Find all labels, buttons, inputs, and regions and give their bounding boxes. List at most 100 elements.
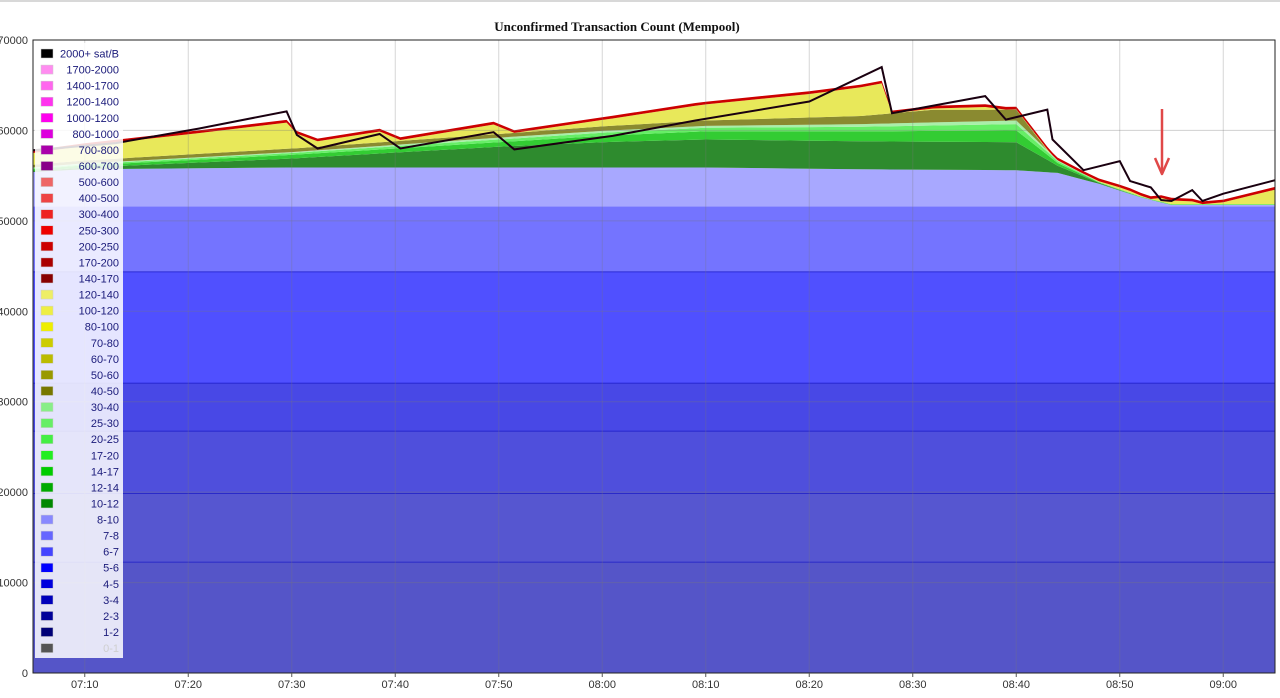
legend-swatch [40,129,54,139]
legend-label: 17-20 [91,450,119,462]
y-tick-label: 60000 [0,125,28,137]
area-series-4-5 [33,271,1275,383]
legend-label: 1-2 [103,627,119,639]
x-tick-label: 07:20 [174,679,202,691]
legend-label: 1200-1400 [66,97,119,109]
legend-swatch [40,64,54,75]
legend-label: 6-7 [103,547,119,559]
legend-label: 1400-1700 [66,81,119,93]
legend-swatch [40,450,54,460]
area-series-80-100 [33,83,1275,205]
legend-swatch [40,643,54,653]
legend-swatch [40,434,54,444]
legend-swatch [40,113,54,123]
legend-label: 2000+ sat/B [60,49,119,61]
x-tick-label: 08:50 [1106,679,1134,691]
legend-label: 0-1 [103,643,119,655]
area-series-3-4 [33,382,1275,431]
legend-swatch [40,579,54,589]
legend-label: 3-4 [103,595,119,607]
area-series-5-6 [33,206,1275,272]
legend-swatch [40,177,54,187]
legend-swatch [40,193,54,203]
legend-label: 80-100 [85,322,119,334]
x-tick-label: 08:40 [1002,679,1030,691]
legend-label: 250-300 [79,225,119,237]
y-tick-label: 40000 [0,306,28,318]
area-series-6-7 [33,167,1275,207]
legend-label: 20-25 [91,434,119,446]
legend-label: 300-400 [79,209,119,221]
legend-label: 600-700 [79,161,119,173]
legend-label: 4-5 [103,579,119,591]
legend-swatch [40,370,54,380]
legend-swatch [40,145,54,155]
legend-swatch [40,530,54,541]
legend-swatch [40,386,54,396]
legend-swatch [40,96,54,107]
legend-label: 500-600 [79,177,119,189]
y-tick-label: 0 [22,668,28,680]
legend-label: 10-12 [91,498,119,510]
legend-swatch [40,402,54,412]
legend-label: 12-14 [91,482,119,494]
legend-label: 700-800 [79,145,119,157]
legend-label: 1000-1200 [66,113,119,125]
legend-swatch [40,514,54,525]
legend-label: 30-40 [91,402,119,414]
legend-label: 1700-2000 [66,65,119,77]
legend-label: 400-500 [79,193,119,205]
legend-swatch [40,611,54,621]
legend-label: 2-3 [103,611,119,623]
legend-label: 8-10 [97,515,119,527]
legend-swatch [40,257,54,268]
legend-swatch [40,418,54,428]
x-tick-label: 08:20 [795,679,823,691]
x-tick-label: 08:30 [899,679,927,691]
y-tick-label: 30000 [0,397,28,409]
area-series-1-2 [33,493,1275,562]
legend-label: 40-50 [91,386,119,398]
legend-label: 120-140 [79,290,119,302]
legend-label: 25-30 [91,418,119,430]
legend-swatch [40,498,54,509]
legend-label: 200-250 [79,241,119,253]
legend-label: 100-120 [79,306,119,318]
top-border [0,0,1280,2]
legend-label: 170-200 [79,257,119,269]
legend-swatch [40,209,54,219]
legend-swatch [40,562,54,573]
x-tick-label: 09:00 [1209,679,1237,691]
chart-title: Unconfirmed Transaction Count (Mempool) [494,19,740,34]
legend-label: 50-60 [91,370,119,382]
legend-swatch [40,161,54,171]
legend-swatch [40,321,54,332]
y-tick-label: 70000 [0,35,28,47]
legend-swatch [40,305,54,316]
legend-swatch [40,48,54,59]
y-tick-label: 20000 [0,487,28,499]
legend-label: 60-70 [91,354,119,366]
x-tick-label: 07:10 [71,679,99,691]
area-series-10-12 [33,139,1275,205]
plot-border [32,39,1276,674]
legend-swatch [40,225,54,236]
legend-swatch [40,273,54,284]
legend-label: 70-80 [91,338,119,350]
x-tick-label: 07:40 [381,679,409,691]
x-tick-label: 08:00 [588,679,616,691]
annotation-arrow-head [1153,157,1171,176]
total-outline [33,65,1275,203]
x-tick-label: 08:10 [692,679,720,691]
legend-swatch [40,627,54,637]
legend-label: 800-1000 [73,129,120,141]
legend-swatch [40,241,54,252]
legend-swatch [40,595,54,605]
legend-swatch [40,289,54,300]
legend-swatch [40,546,54,557]
legend-label: 14-17 [91,466,119,478]
area-series-0-1 [33,561,1275,673]
x-tick-label: 07:50 [485,679,513,691]
legend-swatch [40,354,54,364]
legend-swatch [40,338,54,348]
